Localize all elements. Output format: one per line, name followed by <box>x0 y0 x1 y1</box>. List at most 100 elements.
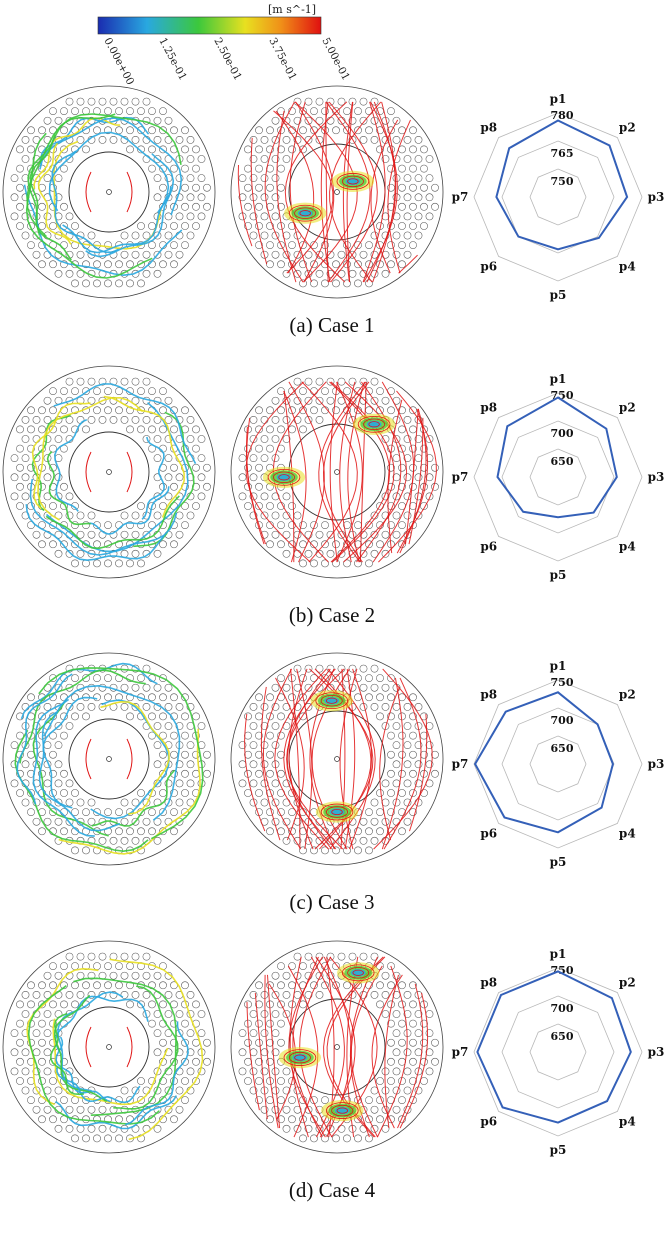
tube <box>109 530 118 539</box>
tube <box>381 396 390 405</box>
tube <box>93 406 101 415</box>
tube <box>153 836 162 845</box>
central-pipe <box>288 998 386 1096</box>
tube <box>376 406 384 415</box>
tube <box>104 1134 112 1143</box>
tube <box>54 741 63 749</box>
radar-axis-label: p2 <box>619 401 636 415</box>
tube <box>271 1029 280 1037</box>
tube <box>181 222 189 230</box>
tube <box>82 674 90 682</box>
tube <box>38 827 46 836</box>
radar-axis-label: p5 <box>550 568 567 582</box>
tube <box>65 952 74 961</box>
tube <box>425 492 434 501</box>
tube <box>376 808 384 816</box>
tube <box>126 425 134 434</box>
tube <box>420 1038 428 1047</box>
tube <box>170 463 178 472</box>
tube <box>115 107 123 115</box>
tube <box>398 731 406 740</box>
tube <box>21 416 30 424</box>
vortex <box>262 466 306 488</box>
tube <box>175 760 184 769</box>
tube <box>403 1067 412 1076</box>
tube <box>260 703 269 711</box>
tube <box>142 435 151 443</box>
tube <box>159 222 167 230</box>
tube <box>54 549 63 558</box>
tube <box>21 136 30 144</box>
tube <box>38 406 46 415</box>
tube <box>282 683 291 692</box>
tube <box>170 164 178 173</box>
tube <box>370 703 379 711</box>
tube <box>266 145 274 154</box>
radar-axis-label: p3 <box>648 470 664 484</box>
tube <box>159 502 167 510</box>
tube <box>126 521 134 529</box>
tube <box>266 540 274 549</box>
shell-outline <box>2 652 216 866</box>
tube <box>21 155 30 163</box>
tube <box>38 981 46 990</box>
tube <box>142 817 151 826</box>
tube <box>82 521 90 529</box>
tube <box>148 107 156 115</box>
tube <box>266 731 274 740</box>
tube <box>255 406 263 415</box>
tube <box>293 116 302 125</box>
tube <box>32 250 41 259</box>
tube <box>197 722 206 730</box>
tube <box>337 377 346 386</box>
radar-ring-label: 650 <box>551 742 574 755</box>
tube <box>38 482 46 491</box>
tube <box>282 549 291 558</box>
tube <box>249 155 258 163</box>
radar-axis-label: p8 <box>480 688 497 702</box>
tube <box>321 827 329 836</box>
colorbar-tick: 2.50e-01 <box>211 36 243 83</box>
streamlines <box>23 113 183 279</box>
tube <box>398 164 406 173</box>
tube <box>299 107 307 115</box>
tube <box>38 126 46 135</box>
tube <box>142 269 151 278</box>
tube <box>120 971 129 980</box>
tube <box>398 769 406 778</box>
tube <box>65 97 74 106</box>
tube <box>381 703 390 711</box>
tube <box>387 674 395 682</box>
tube <box>126 808 134 816</box>
tube <box>271 703 280 711</box>
tube <box>43 1067 52 1076</box>
tube <box>175 703 184 711</box>
tube <box>255 769 263 778</box>
tube <box>120 231 129 240</box>
tube <box>288 540 296 549</box>
tube <box>398 463 406 472</box>
tube <box>148 502 156 510</box>
tube <box>159 1038 167 1047</box>
tube <box>76 250 85 259</box>
tube <box>87 396 96 405</box>
tube <box>38 1019 46 1028</box>
tube <box>403 760 412 769</box>
tube <box>403 212 412 221</box>
tube <box>277 183 285 192</box>
tube <box>392 1029 401 1037</box>
tube <box>131 530 140 539</box>
tube <box>54 435 63 443</box>
tube <box>21 212 30 221</box>
tube <box>381 549 390 558</box>
tube <box>409 463 417 472</box>
tube <box>142 683 151 692</box>
radar-axis-label: p3 <box>648 757 664 771</box>
tube <box>370 136 379 144</box>
tube <box>82 425 90 434</box>
tube <box>175 779 184 788</box>
tube <box>381 991 390 999</box>
tube <box>304 664 313 673</box>
tube <box>359 817 368 826</box>
case-caption: (c) Case 3 <box>289 890 375 914</box>
